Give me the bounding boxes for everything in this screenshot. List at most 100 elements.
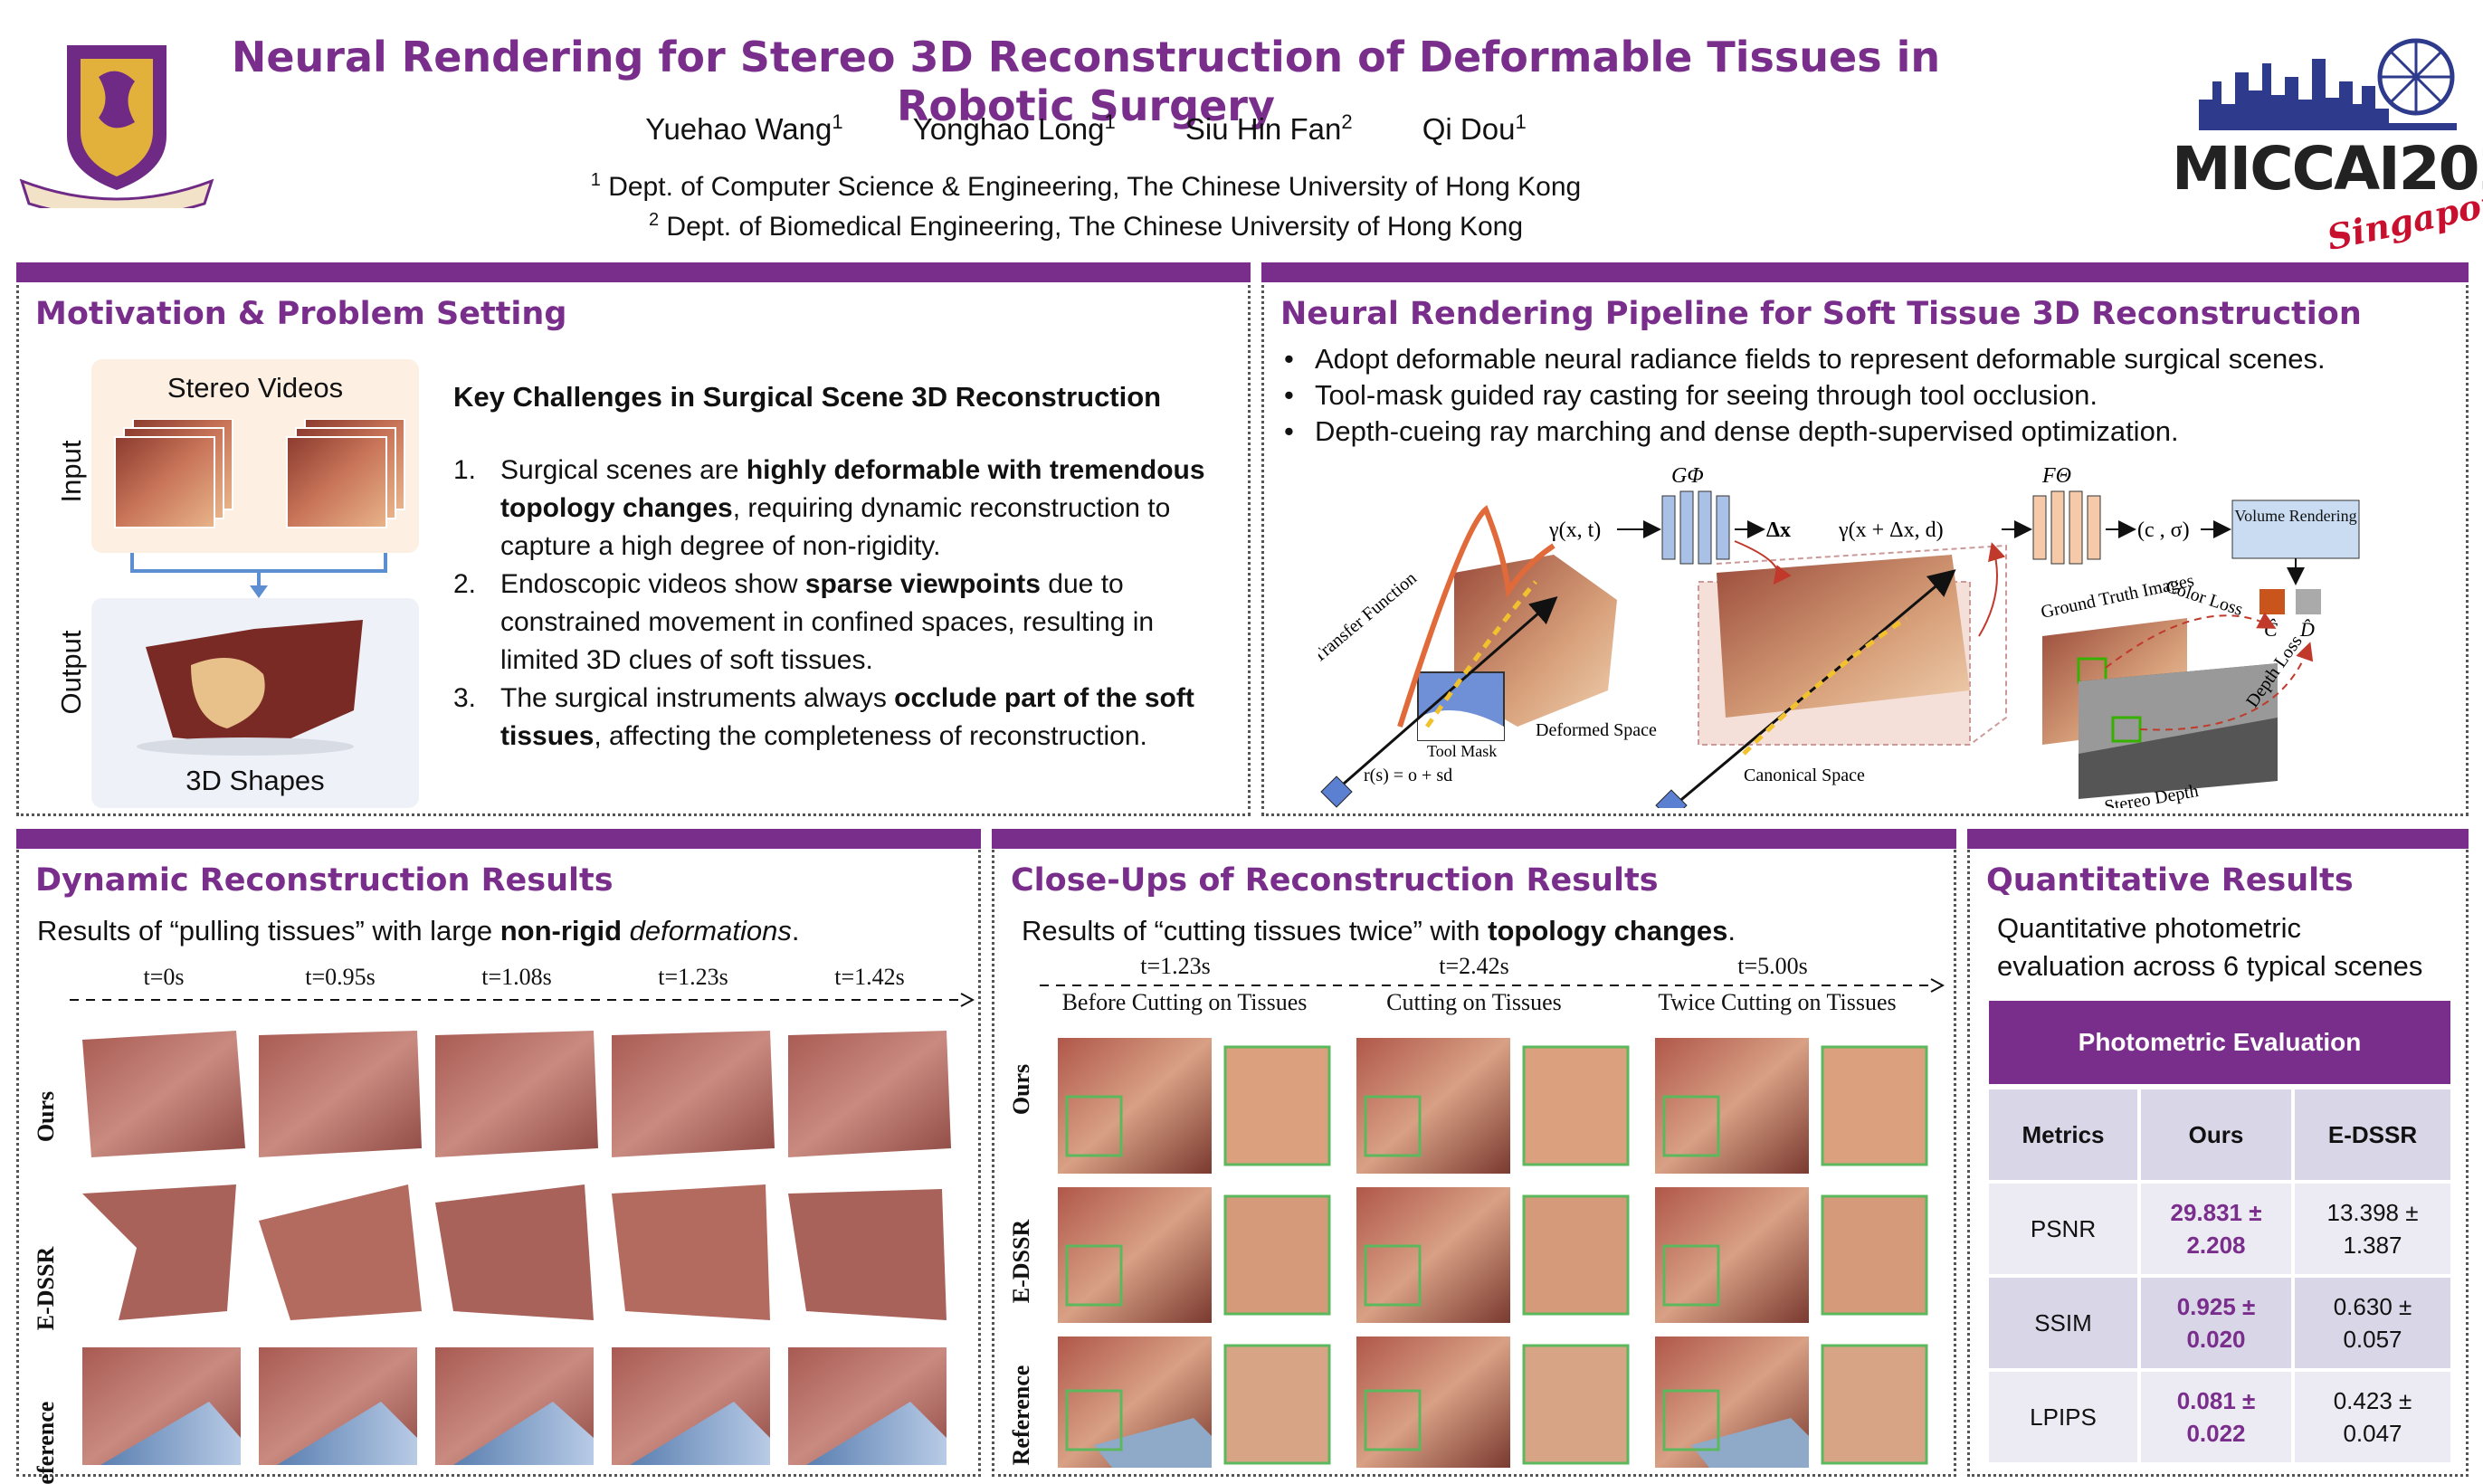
c-hat-label: Ĉ: [2264, 618, 2278, 641]
g-network-icon: [1661, 490, 1730, 565]
reference-row: [82, 1347, 947, 1465]
canonical-space-label: Canonical Space: [1744, 766, 1865, 785]
table-header-edssr: E-DSSR: [2295, 1089, 2450, 1180]
ray-label: r(s) = o + sd: [1364, 766, 1452, 785]
poster-title: Neural Rendering for Stereo 3D Reconstru…: [231, 33, 1941, 130]
miccai-text: MICCAI: [2172, 134, 2401, 204]
cuhk-logo: [19, 45, 214, 208]
table-cell-ours: 0.925 ±0.020: [2141, 1278, 2291, 1368]
deformed-space-label: Deformed Space: [1536, 720, 1657, 740]
author: Yuehao Wang1: [645, 110, 843, 146]
panel-heading: Neural Rendering Pipeline for Soft Tissu…: [1280, 296, 2362, 332]
f-network-icon: [2032, 490, 2101, 565]
challenge-item: 1. Surgical scenes are highly deformable …: [453, 455, 1205, 561]
ours-row: [82, 1031, 951, 1157]
panel-heading: Motivation & Problem Setting: [35, 296, 567, 332]
panel-heading: Close-Ups of Reconstruction Results: [1011, 862, 1659, 899]
stereo-video-frames: [114, 419, 405, 528]
table-row-metric: PSNR: [1989, 1184, 2137, 1274]
author-list: Yuehao Wang1 Yonghao Long1 Siu Hin Fan2 …: [226, 110, 1945, 147]
d-hat-label: D̂: [2299, 618, 2315, 641]
quant-description: Quantitative photometric evaluation acro…: [1997, 912, 2423, 982]
timeline-arrow-icon: [1040, 978, 1945, 993]
stereo-videos-label: Stereo Videos: [166, 372, 344, 404]
table-row-metric: SSIM: [1989, 1278, 2137, 1368]
table-title: Photometric Evaluation: [1989, 1001, 2450, 1084]
deformed-space-scene: [1320, 505, 1617, 808]
dynamic-subtitle: Results of “pulling tissues” with large …: [37, 915, 800, 947]
depth-output-swatch: [2296, 589, 2321, 614]
row-label-edssr: E-DSSR: [1008, 1219, 1034, 1304]
bullet-item: Adopt deformable neural radiance fields …: [1277, 341, 2453, 377]
timeline-arrow-icon: [70, 993, 975, 1007]
time-label: t=0s: [143, 964, 185, 990]
time-label: t=1.23s: [658, 964, 728, 990]
table-row-metric: LPIPS: [1989, 1372, 2137, 1462]
stage-label: Cutting on Tissues: [1386, 989, 1562, 1015]
challenge-item: 3. The surgical instruments always occlud…: [453, 683, 1194, 751]
pipeline-diagram: Transfer Function Tool Mask r(s) = o + s…: [1318, 464, 2360, 808]
time-label: t=1.42s: [834, 964, 905, 990]
panel-bar: [992, 829, 1956, 849]
dynamic-results-panel: Dynamic Reconstruction Results Results o…: [16, 829, 981, 1484]
color-loss-label: Color Loss: [2163, 576, 2245, 620]
closeup-tiles: [1058, 1038, 1928, 1468]
input-label: Input: [55, 440, 87, 503]
pipeline-bullets: Adopt deformable neural radiance fields …: [1277, 341, 2453, 450]
time-label: t=5.00s: [1737, 953, 1808, 979]
motivation-panel: Motivation & Problem Setting Stereo Vide…: [16, 262, 1251, 816]
author: Yonghao Long1: [912, 110, 1116, 146]
volume-rendering-label: Volume Rendering: [2234, 507, 2357, 525]
canonical-space-cube: [1655, 544, 2007, 808]
closeups-panel: Close-Ups of Reconstruction Results Resu…: [992, 829, 1956, 1477]
author: Qi Dou1: [1422, 110, 1527, 146]
table-header-metrics: Metrics: [1989, 1089, 2137, 1180]
volume-rendering-box: [2231, 499, 2360, 559]
challenge-item: 2. Endoscopic videos show sparse viewpoin…: [453, 569, 1155, 675]
table-header-ours: Ours: [2141, 1089, 2291, 1180]
table-cell-ours: 29.831 ±2.208: [2141, 1184, 2291, 1274]
panel-heading: Quantitative Results: [1986, 862, 2354, 899]
color-output-swatch: [2259, 589, 2285, 614]
author: Siu Hin Fan2: [1184, 110, 1353, 146]
row-label-ours: Ours: [33, 1090, 59, 1143]
stage-label: Before Cutting on Tissues: [1061, 989, 1308, 1015]
table-cell-ours: 0.081 ±0.022: [2141, 1372, 2291, 1462]
f-theta-label: FΘ: [2041, 464, 2071, 488]
tool-mask-label: Tool Mask: [1427, 742, 1497, 760]
panel-bar: [1967, 829, 2469, 849]
output-box: 3D Shapes: [91, 598, 419, 808]
pipeline-panel: Neural Rendering Pipeline for Soft Tissu…: [1261, 262, 2469, 816]
delta-x-label: Δx: [1766, 518, 1791, 542]
panel-heading: Dynamic Reconstruction Results: [35, 862, 614, 899]
closeups-subtitle: Results of “cutting tissues twice” with …: [1022, 915, 1736, 947]
closeups-grid: [1058, 1038, 1928, 1468]
stereo-depth-image: [2079, 663, 2278, 799]
miccai-year: 2022: [2398, 134, 2483, 204]
time-label: t=2.42s: [1439, 953, 1509, 979]
affiliation-2: 2 Dept. of Biomedical Engineering, The C…: [648, 210, 1524, 242]
dynamic-results-grid: [82, 1031, 951, 1465]
gamma-shift-label: γ(x + Δx, d): [1838, 518, 1944, 542]
miccai-logo: MICCAI2022 Singapore: [2172, 27, 2483, 258]
bullet-item: Tool-mask guided ray casting for seeing …: [1277, 377, 2453, 414]
skyline-icon: [2199, 38, 2457, 130]
challenges-title: Key Challenges in Surgical Scene 3D Reco…: [453, 381, 1162, 413]
input-box: Stereo Videos: [91, 359, 419, 553]
stage-label: Twice Cutting on Tissues: [1658, 989, 1897, 1015]
panel-bar: [1261, 262, 2469, 282]
g-phi-label: GΦ: [1671, 464, 1704, 488]
output-label: Output: [55, 630, 87, 715]
affiliation-1: 1 Dept. of Computer Science & Engineerin…: [590, 170, 1582, 202]
table-cell-edssr: 13.398 ±1.387: [2295, 1184, 2450, 1274]
row-label-reference: Reference: [1008, 1365, 1034, 1466]
table-cell-edssr: 0.630 ±0.057: [2295, 1278, 2450, 1368]
3d-shapes-label: 3D Shapes: [186, 765, 325, 796]
time-label: t=0.95s: [305, 964, 376, 990]
bullet-item: Depth-cueing ray marching and dense dept…: [1277, 414, 2453, 450]
table-cell-edssr: 0.423 ±0.047: [2295, 1372, 2450, 1462]
merge-arrow-icon: [130, 553, 387, 598]
row-label-edssr: E-DSSR: [33, 1246, 59, 1331]
panel-bar: [16, 829, 981, 849]
c-sigma-label: (c , σ): [2137, 518, 2190, 542]
